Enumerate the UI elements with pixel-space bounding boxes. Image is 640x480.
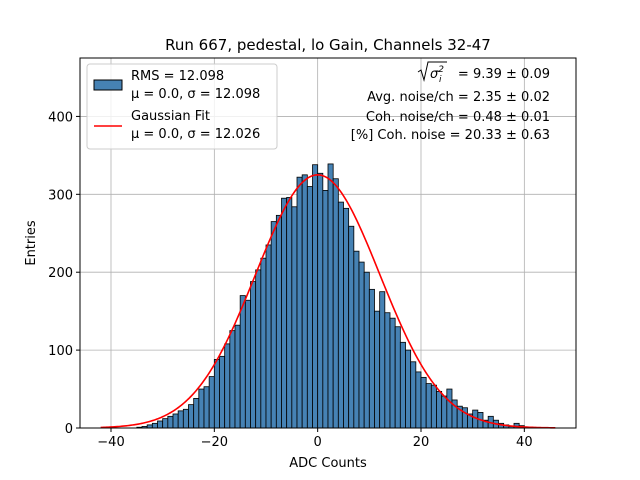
histogram-bar bbox=[353, 250, 360, 429]
stat-line-3: Coh. noise/ch = 0.48 ± 0.01 bbox=[366, 110, 550, 125]
x-tick-label: 40 bbox=[516, 435, 533, 450]
histogram-bar bbox=[363, 271, 370, 429]
plot-frame bbox=[79, 57, 577, 429]
histogram-bar bbox=[270, 221, 277, 429]
histogram-bar bbox=[224, 343, 231, 429]
histogram-bar bbox=[286, 197, 293, 429]
histogram-bar bbox=[348, 225, 355, 429]
histogram-bar bbox=[317, 172, 324, 429]
histogram-bar bbox=[255, 269, 262, 429]
histogram-bar bbox=[239, 295, 246, 429]
histogram-bar bbox=[332, 178, 339, 429]
histogram-bar bbox=[275, 214, 282, 429]
histogram-bar bbox=[208, 376, 215, 429]
histogram-bar bbox=[151, 422, 158, 429]
histogram-bar bbox=[405, 349, 412, 429]
x-axis-label: ADC Counts bbox=[289, 456, 367, 471]
histogram-bar bbox=[229, 330, 236, 429]
histogram-bar bbox=[244, 299, 251, 429]
x-axis-ticks: −40 −20 0 20 40 bbox=[97, 428, 533, 450]
y-tick-label: 400 bbox=[48, 110, 73, 125]
histogram-bar bbox=[399, 341, 406, 429]
y-axis-label: Entries bbox=[24, 220, 39, 266]
y-tick-label: 200 bbox=[48, 266, 73, 281]
histogram-bar bbox=[172, 413, 179, 429]
histogram-bar bbox=[322, 190, 329, 429]
histogram-bar bbox=[193, 397, 200, 429]
histogram-bar bbox=[446, 388, 453, 429]
histogram-bar bbox=[425, 383, 432, 429]
histogram-bar bbox=[430, 384, 437, 429]
histogram-bar bbox=[358, 261, 365, 429]
histogram-bar bbox=[306, 186, 313, 429]
histogram-bar bbox=[198, 388, 205, 429]
histogram-bar bbox=[389, 317, 396, 429]
histogram-bar bbox=[337, 201, 344, 429]
histogram-bar bbox=[327, 163, 334, 429]
histogram-bar bbox=[188, 404, 195, 429]
x-tick-label: −20 bbox=[201, 435, 228, 450]
histogram-bars bbox=[136, 163, 530, 429]
sigma-symbol: σ2 i bbox=[430, 65, 444, 85]
histogram-bar bbox=[213, 359, 220, 429]
histogram-bar bbox=[343, 207, 350, 429]
chart-title: Run 667, pedestal, lo Gain, Channels 32-… bbox=[165, 36, 491, 54]
histogram-bar bbox=[250, 281, 257, 429]
y-tick-label: 300 bbox=[48, 188, 73, 203]
histogram-bar bbox=[368, 288, 375, 429]
histogram-bar bbox=[281, 197, 288, 429]
histogram-bar bbox=[157, 420, 164, 429]
histogram-bar bbox=[265, 244, 272, 429]
histogram-bar bbox=[167, 415, 174, 429]
y-tick-label: 100 bbox=[48, 344, 73, 359]
stat-line-2: Avg. noise/ch = 2.35 ± 0.02 bbox=[367, 90, 550, 105]
histogram-bar bbox=[441, 395, 448, 429]
histogram-bar bbox=[291, 206, 298, 429]
sqrt-symbol bbox=[417, 61, 447, 82]
histogram-bar bbox=[436, 390, 443, 429]
histogram-bar bbox=[203, 386, 210, 429]
histogram-bar bbox=[410, 361, 417, 429]
histogram-bar bbox=[234, 324, 241, 429]
legend-box bbox=[86, 63, 278, 150]
x-tick-label: 0 bbox=[314, 435, 322, 450]
legend-fit-label: Gaussian Fit bbox=[131, 109, 210, 124]
y-tick-label: 0 bbox=[65, 422, 73, 437]
histogram-bar bbox=[296, 176, 303, 429]
stats-annotations: σ2 i = 9.39 ± 0.09 Avg. noise/ch = 2.35 ±… bbox=[351, 61, 550, 143]
histogram-bar bbox=[394, 326, 401, 429]
histogram-bar bbox=[379, 291, 386, 429]
legend-histogram-swatch bbox=[93, 79, 123, 91]
stat-sqrt-sigma: σ2 i = 9.39 ± 0.09 bbox=[417, 61, 550, 85]
legend: RMS = 12.098 μ = 0.0, σ = 12.098 Gaussia… bbox=[86, 63, 278, 150]
histogram-bar bbox=[177, 410, 184, 429]
histogram-bar bbox=[260, 257, 267, 429]
legend-fit-label-2: μ = 0.0, σ = 12.026 bbox=[131, 127, 260, 142]
legend-histogram-label-2: μ = 0.0, σ = 12.098 bbox=[131, 87, 260, 102]
histogram-bar bbox=[312, 164, 319, 429]
histogram-bar bbox=[384, 312, 391, 429]
gaussian-fit-curve bbox=[100, 174, 556, 429]
histogram-bar bbox=[374, 310, 381, 429]
legend-histogram-label: RMS = 12.098 bbox=[131, 69, 224, 84]
histogram-bar bbox=[301, 174, 308, 429]
histogram-bar bbox=[219, 355, 226, 429]
y-axis-ticks: 0 100 200 300 400 bbox=[48, 110, 80, 437]
x-tick-label: −40 bbox=[97, 435, 124, 450]
stat-line-1: = 9.39 ± 0.09 bbox=[458, 67, 550, 82]
histogram-bar bbox=[415, 371, 422, 429]
histogram-bar bbox=[420, 376, 427, 429]
histogram-bar bbox=[162, 418, 169, 429]
x-tick-label: 20 bbox=[413, 435, 430, 450]
histogram-bar bbox=[182, 408, 189, 429]
stat-line-4: [%] Coh. noise = 20.33 ± 0.63 bbox=[351, 128, 550, 143]
